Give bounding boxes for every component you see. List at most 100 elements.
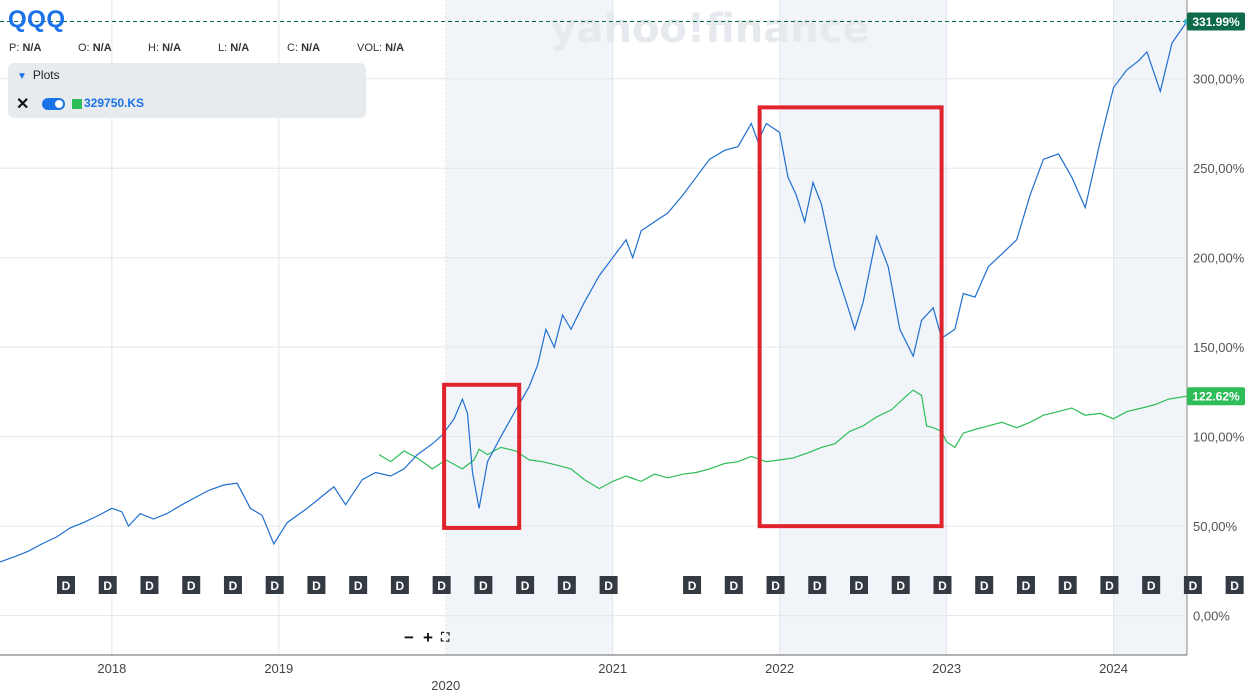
dividend-marker-label: D — [229, 579, 238, 593]
dividend-marker: D — [724, 576, 743, 594]
dividend-marker-label: D — [270, 579, 279, 593]
dividend-marker-label: D — [938, 579, 947, 593]
x-tick-label: 2022 — [765, 661, 794, 676]
dividend-marker-bg — [724, 576, 743, 594]
dividend-marker-label: D — [479, 579, 488, 593]
dividend-marker-bg — [933, 576, 952, 594]
series-label[interactable]: 329750.KS — [84, 96, 145, 110]
y-tick-label: 100,00% — [1193, 430, 1245, 445]
series-329750-end-label-bg — [1187, 387, 1245, 406]
dividend-marker: D — [432, 576, 451, 594]
dividend-marker-bg — [182, 576, 201, 594]
qqq-end-label-bg — [1187, 12, 1245, 31]
plots-toggle[interactable]: ▼ Plots — [17, 68, 60, 82]
dividend-marker: D — [390, 576, 409, 594]
dividend-marker-bg — [390, 576, 409, 594]
dividend-marker-label: D — [604, 579, 613, 593]
dividend-marker-bg — [349, 576, 368, 594]
dividend-marker-bg — [1058, 576, 1077, 594]
dividend-marker-bg — [1100, 576, 1119, 594]
ohlc-price: P: N/A — [9, 42, 42, 54]
dividend-marker: D — [223, 576, 242, 594]
highlight-box — [442, 382, 522, 530]
dividend-marker-bg — [850, 576, 869, 594]
y-tick-label: 50,00% — [1193, 519, 1238, 534]
dividend-marker-label: D — [855, 579, 864, 593]
dividend-marker-bg — [223, 576, 242, 594]
ticker-symbol[interactable]: QQQ — [8, 6, 66, 33]
dividend-marker-label: D — [1105, 579, 1114, 593]
dividend-marker: D — [140, 576, 159, 594]
dividend-marker-label: D — [1189, 579, 1198, 593]
ohlc-low: L: N/A — [218, 42, 250, 54]
series-visibility-toggle[interactable] — [42, 98, 65, 110]
dividend-marker: D — [599, 576, 618, 594]
series-329750-line — [378, 389, 1188, 490]
dividend-marker-bg — [891, 576, 910, 594]
shaded-year-band — [445, 0, 613, 655]
zoom-out-button[interactable]: − — [404, 628, 414, 647]
dividend-marker-bg — [516, 576, 535, 594]
dividend-marker-bg — [808, 576, 827, 594]
x-tick-label: 2018 — [97, 661, 126, 676]
dividend-marker-bg — [557, 576, 576, 594]
fullscreen-icon[interactable]: ⛶ — [441, 630, 450, 644]
dividend-marker: D — [1183, 576, 1202, 594]
shaded-year-band — [1113, 0, 1187, 655]
plots-title: Plots — [32, 68, 60, 82]
y-tick-label: 150,00% — [1193, 340, 1245, 355]
dividend-marker-label: D — [62, 579, 71, 593]
dividend-marker: D — [474, 576, 493, 594]
dividend-marker-bg — [98, 576, 117, 594]
dividend-marker-bg — [1142, 576, 1161, 594]
dividend-marker-bg — [683, 576, 702, 594]
dividend-marker-label: D — [312, 579, 321, 593]
dividend-marker: D — [933, 576, 952, 594]
shaded-year-band — [779, 0, 947, 655]
zoom-in-button[interactable]: + — [423, 628, 433, 647]
dividend-marker: D — [1142, 576, 1161, 594]
ohlc-volume: VOL: N/A — [357, 42, 405, 54]
ohlc-close: C: N/A — [287, 42, 321, 54]
dividend-marker-label: D — [1230, 579, 1239, 593]
x-tick-label: 2021 — [598, 661, 627, 676]
dividend-marker-bg — [1016, 576, 1035, 594]
dividend-marker-bg — [599, 576, 618, 594]
dividend-marker-label: D — [521, 579, 530, 593]
ohlc-open: O: N/A — [78, 42, 112, 54]
dividend-marker: D — [516, 576, 535, 594]
dividend-marker: D — [557, 576, 576, 594]
highlight-box — [757, 105, 944, 529]
ohlc-high: H: N/A — [148, 42, 182, 54]
series-color-swatch — [72, 99, 82, 109]
yahoo-finance-watermark: yahoo!finance — [550, 6, 869, 52]
dividend-marker-bg — [307, 576, 326, 594]
dividend-marker-bg — [57, 576, 75, 594]
series-qqq-line — [0, 21, 1188, 563]
dividend-marker-label: D — [896, 579, 905, 593]
dividend-marker: D — [850, 576, 869, 594]
dividend-marker: D — [683, 576, 702, 594]
dividend-marker-label: D — [145, 579, 154, 593]
dividend-marker-label: D — [688, 579, 697, 593]
dividend-marker-label: D — [1147, 579, 1156, 593]
dividend-marker: D — [98, 576, 117, 594]
y-tick-label: 250,00% — [1193, 161, 1245, 176]
dividend-marker-label: D — [187, 579, 196, 593]
dividend-marker-bg — [265, 576, 284, 594]
x-tick-label: 2019 — [264, 661, 293, 676]
dividend-marker: D — [808, 576, 827, 594]
remove-series-icon[interactable]: ✕ — [16, 96, 30, 113]
dividend-marker-label: D — [980, 579, 989, 593]
dividend-marker-bg — [432, 576, 451, 594]
dividend-marker-label: D — [813, 579, 822, 593]
series-329750-end-label: 122.62% — [1192, 390, 1240, 404]
y-tick-label: 0,00% — [1193, 609, 1230, 624]
dividend-marker: D — [891, 576, 910, 594]
y-tick-label: 200,00% — [1193, 251, 1245, 266]
dividend-marker-bg — [140, 576, 159, 594]
dividend-marker-label: D — [1022, 579, 1031, 593]
dividend-marker: D — [766, 576, 785, 594]
y-tick-label: 300,00% — [1193, 72, 1245, 87]
